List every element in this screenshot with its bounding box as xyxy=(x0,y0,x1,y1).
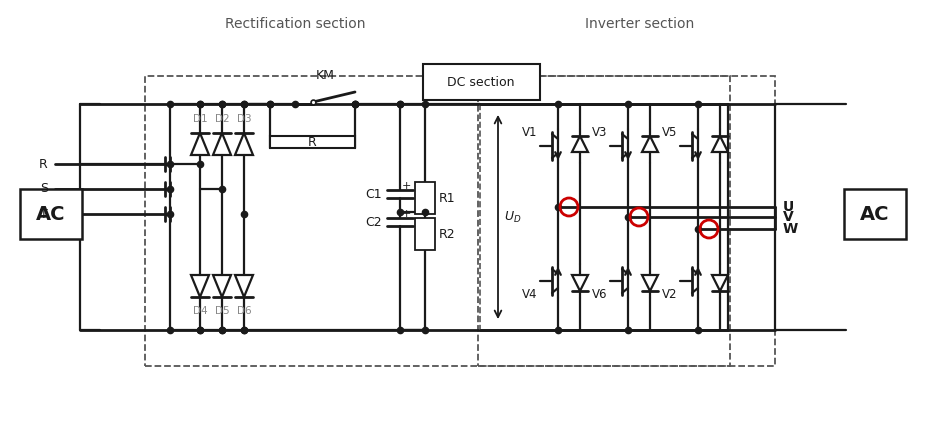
FancyBboxPatch shape xyxy=(20,189,82,239)
Text: V3: V3 xyxy=(592,125,608,138)
Text: D4: D4 xyxy=(193,306,207,316)
Text: AC: AC xyxy=(36,204,66,224)
Text: D3: D3 xyxy=(237,114,252,124)
Text: Inverter section: Inverter section xyxy=(585,17,694,31)
Text: U: U xyxy=(783,200,794,214)
Text: T: T xyxy=(40,207,48,220)
Bar xyxy=(415,218,435,250)
FancyBboxPatch shape xyxy=(423,64,540,100)
Text: V6: V6 xyxy=(592,289,608,302)
Text: +: + xyxy=(402,209,411,219)
Text: V1: V1 xyxy=(522,125,538,138)
FancyBboxPatch shape xyxy=(844,189,906,239)
Text: V2: V2 xyxy=(662,289,677,302)
Text: R1: R1 xyxy=(439,191,456,204)
Text: +: + xyxy=(402,181,411,191)
Bar xyxy=(145,76,775,366)
Text: D1: D1 xyxy=(193,114,207,124)
Text: V: V xyxy=(783,210,794,224)
Text: D6: D6 xyxy=(237,306,252,316)
Text: V4: V4 xyxy=(522,289,538,302)
Text: D2: D2 xyxy=(215,114,229,124)
Text: Rectification section: Rectification section xyxy=(225,17,365,31)
Text: R: R xyxy=(308,135,316,148)
Text: V5: V5 xyxy=(662,125,677,138)
Bar xyxy=(270,136,355,148)
Bar xyxy=(415,182,435,214)
Text: AC: AC xyxy=(861,204,890,224)
Text: R: R xyxy=(39,158,48,171)
Bar xyxy=(478,76,730,366)
Text: D5: D5 xyxy=(215,306,229,316)
Text: W: W xyxy=(783,222,798,236)
Text: KM: KM xyxy=(315,69,334,82)
Text: C1: C1 xyxy=(366,187,382,201)
Text: $U_D$: $U_D$ xyxy=(504,210,522,224)
Text: S: S xyxy=(40,183,48,195)
Text: DC section: DC section xyxy=(447,76,515,89)
Text: R2: R2 xyxy=(439,227,456,240)
Text: C2: C2 xyxy=(366,216,382,228)
